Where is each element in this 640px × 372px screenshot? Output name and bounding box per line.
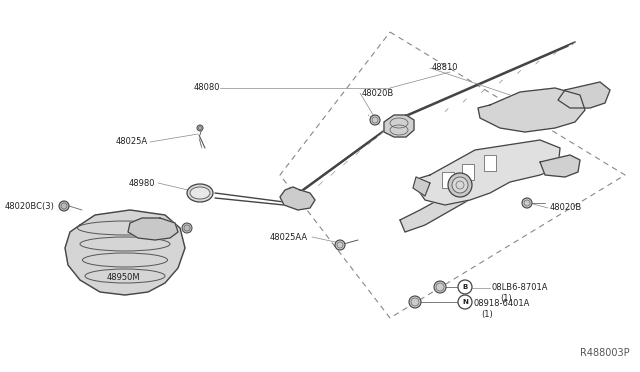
- Text: 48020B: 48020B: [362, 89, 394, 97]
- Polygon shape: [400, 148, 550, 232]
- Polygon shape: [558, 82, 610, 108]
- Bar: [462, 164, 474, 180]
- Text: 48080: 48080: [193, 83, 220, 93]
- Bar: [484, 155, 496, 171]
- Circle shape: [522, 198, 532, 208]
- Circle shape: [448, 173, 472, 197]
- Text: 48025AA: 48025AA: [270, 232, 308, 241]
- Polygon shape: [478, 88, 585, 132]
- Text: 08918-6401A: 08918-6401A: [473, 299, 529, 308]
- Polygon shape: [413, 177, 430, 196]
- Text: 48020BC(3): 48020BC(3): [5, 202, 55, 212]
- Circle shape: [434, 281, 446, 293]
- Text: (1): (1): [481, 310, 493, 318]
- Text: 48020B: 48020B: [550, 203, 582, 212]
- Text: 48980: 48980: [129, 179, 155, 187]
- Text: R488003P: R488003P: [580, 348, 630, 358]
- Text: 48810: 48810: [432, 64, 458, 73]
- Text: B: B: [462, 284, 468, 290]
- Text: (1): (1): [500, 294, 512, 302]
- Polygon shape: [128, 218, 178, 240]
- Polygon shape: [384, 115, 414, 137]
- Circle shape: [452, 177, 468, 193]
- Circle shape: [59, 201, 69, 211]
- Circle shape: [335, 240, 345, 250]
- Circle shape: [182, 223, 192, 233]
- Text: 08LB6-8701A: 08LB6-8701A: [492, 283, 548, 292]
- Polygon shape: [540, 155, 580, 177]
- Circle shape: [370, 115, 380, 125]
- Circle shape: [409, 296, 421, 308]
- Bar: [442, 172, 454, 188]
- Text: 48025A: 48025A: [116, 138, 148, 147]
- Circle shape: [458, 295, 472, 309]
- Text: 48950M: 48950M: [106, 273, 140, 282]
- Ellipse shape: [187, 184, 213, 202]
- Circle shape: [197, 125, 203, 131]
- Polygon shape: [418, 140, 560, 205]
- Ellipse shape: [190, 187, 210, 199]
- Polygon shape: [65, 210, 185, 295]
- Circle shape: [458, 280, 472, 294]
- Polygon shape: [280, 187, 315, 210]
- Text: N: N: [462, 299, 468, 305]
